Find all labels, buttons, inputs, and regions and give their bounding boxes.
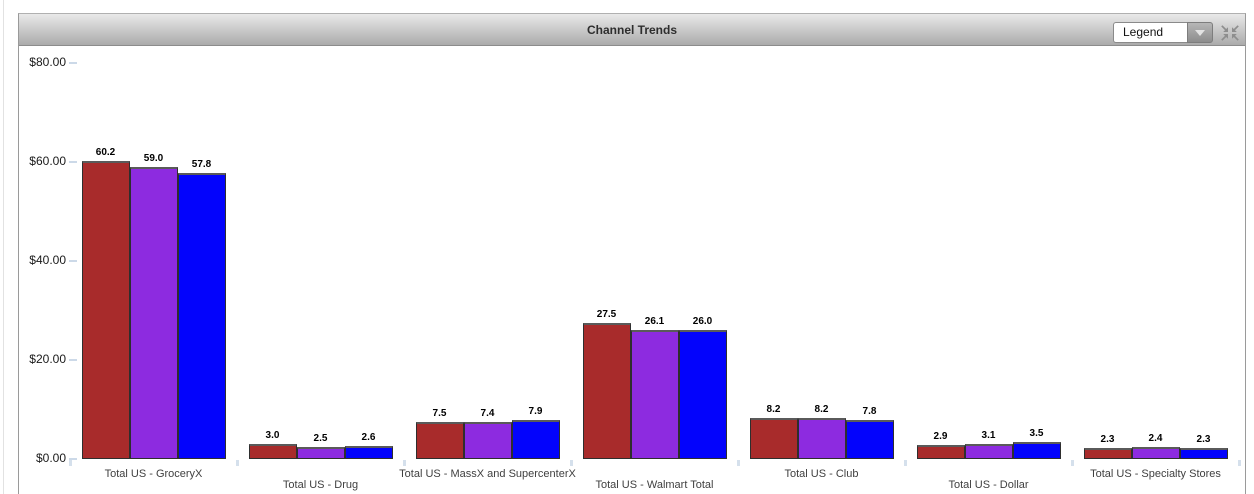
bar-value-label: 8.2	[814, 404, 829, 416]
x-axis-tick	[1238, 460, 1241, 466]
bar-series-1-red[interactable]	[749, 418, 798, 459]
category-label: Total US - GroceryX	[104, 468, 203, 480]
legend-dropdown-value[interactable]: Legend	[1113, 22, 1187, 43]
bar-value-label: 3.5	[1029, 427, 1044, 439]
y-axis-tick	[69, 260, 77, 262]
bar-value-label: 2.3	[1100, 433, 1115, 445]
bar-series-3-blue[interactable]	[1179, 447, 1228, 459]
bar-series-2-purple[interactable]	[630, 329, 679, 459]
category-label: Total US - Specialty Stores	[1090, 468, 1221, 480]
y-axis-tick	[69, 161, 77, 163]
legend-dropdown[interactable]: Legend	[1113, 22, 1213, 43]
bar-series-1-red[interactable]	[582, 322, 631, 459]
category-label: Total US - MassX and SupercenterX	[399, 468, 576, 480]
category-label: Total US - Drug	[282, 479, 359, 491]
bar-series-3-blue[interactable]	[845, 420, 894, 459]
y-axis-tick	[69, 359, 77, 361]
bar-series-2-purple[interactable]	[964, 443, 1013, 459]
x-axis-tick	[904, 460, 907, 466]
bar-value-label: 57.8	[191, 158, 212, 170]
bar-value-label: 60.2	[95, 147, 116, 158]
bar-value-label: 2.5	[313, 432, 328, 444]
bar-value-label: 3.1	[981, 429, 996, 441]
x-axis-tick	[570, 460, 573, 466]
bar-series-3-blue[interactable]	[511, 419, 560, 459]
y-axis-label: $40.00	[29, 253, 66, 267]
category-label: Total US - Club	[784, 468, 859, 480]
y-axis-label: $80.00	[29, 55, 66, 69]
x-axis-tick	[403, 460, 406, 466]
collapse-icon[interactable]	[1220, 24, 1240, 42]
x-axis-tick	[737, 460, 740, 466]
bar-value-label: 2.6	[361, 432, 376, 444]
bar-value-label: 8.2	[766, 404, 781, 416]
y-axis-label: $60.00	[29, 154, 66, 168]
bar-series-3-blue[interactable]	[344, 446, 393, 459]
y-axis-tick	[69, 62, 77, 64]
category-label: Total US - Dollar	[948, 479, 1029, 491]
widget-header: Channel Trends Legend	[19, 14, 1245, 46]
chevron-down-icon	[1195, 29, 1205, 36]
bar-value-label: 7.5	[432, 407, 447, 419]
legend-dropdown-button[interactable]	[1187, 22, 1213, 43]
bar-value-label: 27.5	[596, 308, 617, 320]
bar-series-2-purple[interactable]	[1131, 447, 1180, 459]
x-axis-tick	[69, 460, 72, 466]
bar-series-2-purple[interactable]	[129, 166, 178, 459]
collapse-icon-glyph	[1221, 25, 1239, 41]
page-left-edge	[3, 0, 4, 494]
bar-value-label: 7.8	[862, 406, 877, 418]
x-axis-tick	[1071, 460, 1074, 466]
bar-series-1-red[interactable]	[248, 444, 297, 459]
y-axis-label: $20.00	[29, 352, 66, 366]
bar-value-label: 2.3	[1196, 433, 1211, 445]
bar-series-3-blue[interactable]	[678, 330, 727, 459]
bar-value-label: 26.1	[644, 315, 665, 327]
bar-series-2-purple[interactable]	[296, 446, 345, 459]
bar-series-1-red[interactable]	[415, 421, 464, 459]
bar-value-label: 3.0	[265, 430, 280, 442]
x-axis-tick	[236, 460, 239, 466]
bar-value-label: 7.4	[480, 408, 495, 420]
category-label: Total US - Walmart Total	[595, 479, 714, 491]
channel-trends-widget: Channel Trends Legend $0.00 $20.	[18, 13, 1246, 494]
bar-series-1-red[interactable]	[1083, 447, 1132, 459]
bar-value-label: 7.9	[528, 405, 543, 417]
bar-series-2-purple[interactable]	[797, 418, 846, 459]
bar-value-label: 59.0	[143, 152, 164, 164]
bar-series-1-red[interactable]	[916, 444, 965, 459]
bar-series-1-red[interactable]	[81, 161, 130, 459]
bar-series-3-blue[interactable]	[177, 172, 226, 459]
bar-series-2-purple[interactable]	[463, 422, 512, 459]
widget-title: Channel Trends	[586, 23, 678, 37]
y-axis-label: $0.00	[35, 451, 66, 465]
bar-series-3-blue[interactable]	[1012, 441, 1061, 459]
bar-value-label: 2.4	[1148, 433, 1163, 445]
bar-value-label: 26.0	[692, 316, 713, 328]
y-axis-tick	[69, 458, 77, 460]
bar-value-label: 2.9	[933, 430, 948, 442]
